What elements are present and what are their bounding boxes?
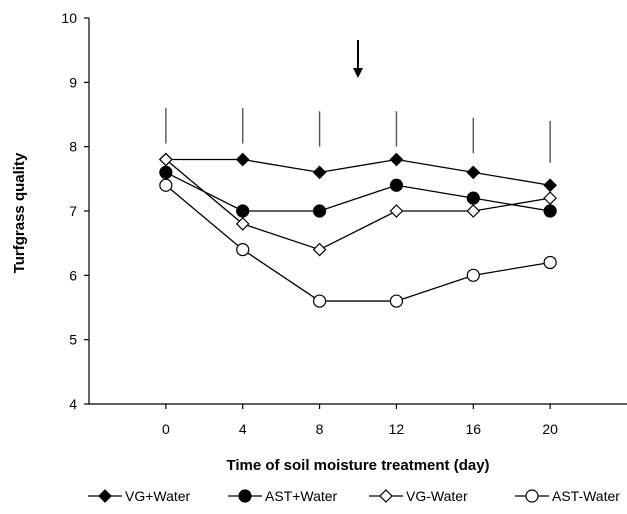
- y-tick-label-3: 7: [69, 203, 77, 219]
- series-1-point-1: [236, 204, 250, 218]
- y-tick-label-5: 9: [69, 74, 77, 90]
- series-3-point-2: [312, 294, 327, 308]
- series-0-point-3: [389, 152, 404, 167]
- y-axis-title: Turfgrass quality: [11, 152, 28, 273]
- series-2-point-2: [312, 242, 327, 257]
- series-1-point-0: [159, 165, 173, 179]
- legend: VG+Water AST+Water VG-Water AST-Water: [88, 488, 620, 504]
- series-0-point-4: [466, 165, 481, 180]
- x-tick-label-2: 8: [316, 421, 324, 437]
- series-3-point-1: [236, 243, 250, 257]
- legend-label-1: AST+Water: [265, 488, 338, 504]
- y-tick-label-4: 8: [69, 139, 77, 155]
- series-line-2: [165, 159, 551, 251]
- x-tick-label-3: 12: [389, 421, 405, 437]
- x-axis-title: Time of soil moisture treatment (day): [226, 457, 489, 474]
- series-2-point-3: [389, 204, 404, 218]
- series-2-point-1: [235, 217, 250, 231]
- series-2-point-4: [466, 204, 481, 218]
- series-3-point-0: [159, 178, 173, 192]
- series-3-point-3: [389, 294, 404, 308]
- y-tick-label-0: 4: [69, 396, 77, 412]
- x-tick-label-1: 4: [239, 421, 247, 437]
- series-3-point-5: [543, 255, 557, 270]
- legend-marker-3: [525, 489, 539, 503]
- series-2-point-5: [543, 191, 557, 205]
- x-tick-label-4: 16: [465, 421, 481, 437]
- legend-label-2: VG-Water: [406, 488, 468, 504]
- series-0-point-2: [312, 165, 327, 180]
- series-line-1: [165, 171, 551, 212]
- plot-area: 4 5 6 7 8 9 10 0 4 8 12 16 20: [61, 10, 627, 437]
- series-line-3: [165, 184, 551, 302]
- legend-label-0: VG+Water: [125, 488, 191, 504]
- series-0-point-1: [235, 152, 250, 167]
- series-1-point-2: [312, 204, 327, 218]
- legend-marker-2: [379, 489, 393, 503]
- series-1-point-3: [389, 178, 404, 192]
- x-tick-label-5: 20: [542, 421, 558, 437]
- series-1-point-4: [466, 191, 480, 205]
- y-tick-label-1: 5: [69, 332, 77, 348]
- series-2-point-0: [159, 152, 173, 167]
- x-tick-label-0: 0: [162, 421, 170, 437]
- y-tick-label-2: 6: [69, 267, 77, 283]
- legend-label-3: AST-Water: [552, 488, 620, 504]
- y-tick-label-6: 10: [61, 10, 77, 26]
- series-1-point-5: [543, 204, 557, 218]
- series-3-point-4: [466, 268, 480, 282]
- legend-marker-1: [238, 489, 252, 503]
- series-0-point-5: [543, 178, 557, 193]
- legend-marker-0: [98, 489, 112, 503]
- series-line-0: [165, 158, 551, 186]
- treatment-arrow-head: [353, 68, 363, 78]
